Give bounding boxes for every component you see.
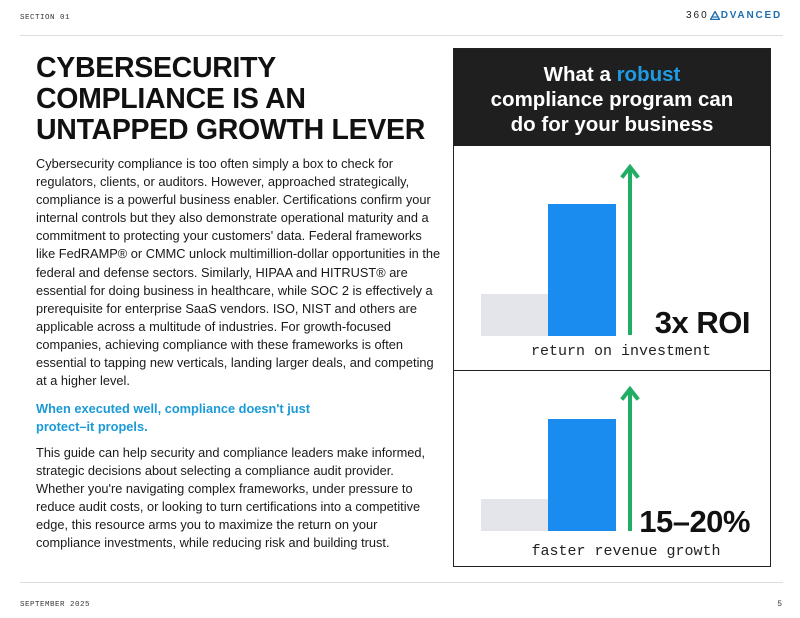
intro-paragraph: Cybersecurity compliance is too often si… bbox=[36, 156, 441, 389]
growth-bar bbox=[548, 419, 616, 531]
growth-graphic bbox=[481, 385, 640, 531]
guide-paragraph: This guide can help security and complia… bbox=[36, 445, 426, 551]
footer-divider bbox=[20, 582, 783, 583]
title-line: UNTAPPED GROWTH LEVER bbox=[36, 114, 426, 146]
growth-graphic bbox=[481, 163, 640, 336]
stat-card-roi: 3x ROI return on investment bbox=[454, 146, 770, 371]
stat-value: 15–20% bbox=[639, 504, 750, 539]
page-header: SECTION 01 360 DVANCED bbox=[0, 0, 800, 36]
stat-card-revenue: 15–20% faster revenue growth bbox=[454, 371, 770, 567]
stat-label: faster revenue growth bbox=[531, 543, 721, 560]
panel-title-line3: do for your business bbox=[510, 113, 714, 136]
stat-label: return on investment bbox=[530, 343, 712, 360]
stat-value: 3x ROI bbox=[654, 305, 751, 340]
footer-date: SEPTEMBER 2025 bbox=[20, 601, 91, 609]
benefits-panel: What a robust compliance program can do … bbox=[453, 48, 771, 567]
a-triangle-logo-icon bbox=[709, 11, 720, 20]
logo-number: 360 bbox=[686, 10, 709, 21]
panel-title-pre: What a bbox=[543, 63, 617, 86]
baseline-bar bbox=[481, 499, 548, 531]
callout-text: When executed well, compliance doesn't j… bbox=[36, 401, 310, 434]
page-number: 5 bbox=[777, 600, 782, 609]
up-arrow-head bbox=[620, 163, 640, 179]
up-arrow-head bbox=[620, 385, 640, 401]
growth-bar bbox=[548, 204, 616, 336]
panel-title-accent: robust bbox=[616, 63, 681, 86]
logo-wordmark: DVANCED bbox=[720, 10, 782, 21]
title-line: CYBERSECURITY bbox=[36, 52, 276, 84]
title-line: COMPLIANCE IS AN bbox=[36, 83, 306, 115]
panel-title-line2: compliance program can bbox=[490, 88, 734, 111]
header-divider bbox=[20, 35, 783, 36]
section-label: SECTION 01 bbox=[20, 14, 71, 22]
page-title: CYBERSECURITY COMPLIANCE IS AN UNTAPPED … bbox=[36, 53, 436, 146]
brand-logo: 360 DVANCED bbox=[686, 10, 782, 21]
baseline-bar bbox=[481, 294, 548, 336]
panel-title: What a robust compliance program can do … bbox=[454, 49, 770, 146]
